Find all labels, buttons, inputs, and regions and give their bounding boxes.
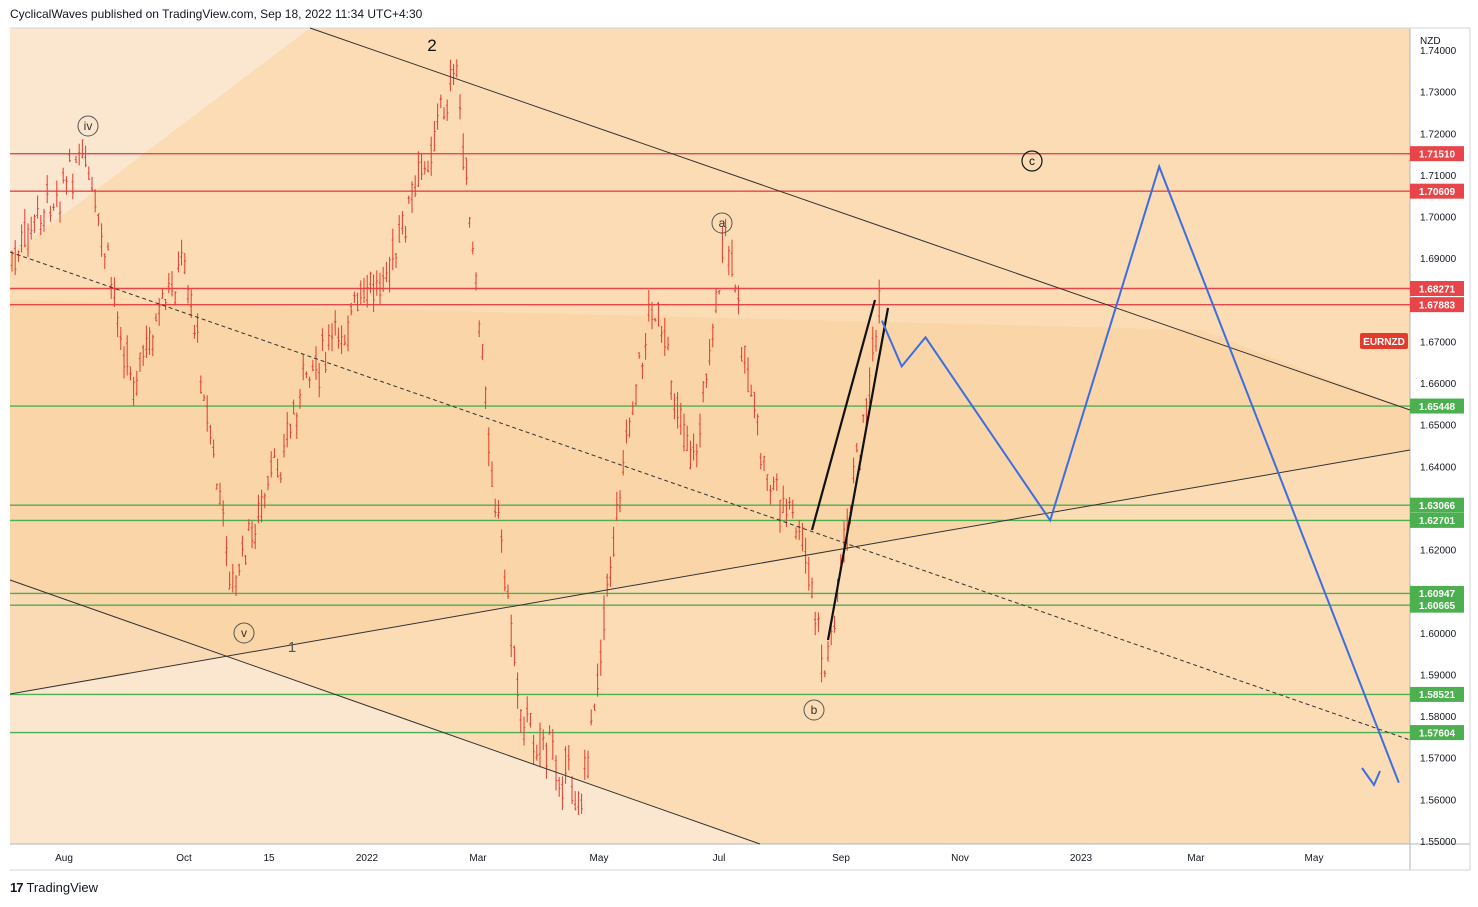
- green-level-tag-label: 1.60947: [1419, 589, 1456, 600]
- price-tick-label: 1.74000: [1420, 46, 1457, 57]
- level-price-tags: 1.71510 1.70609 1.68271 1.67883 1.65448 1.630…: [1410, 146, 1464, 741]
- red-level-tag-label: 1.71510: [1419, 149, 1456, 160]
- projection-arrowhead: [1361, 767, 1381, 788]
- wave-label-b: b: [803, 699, 825, 721]
- footer-brand[interactable]: 17 TradingView: [10, 880, 98, 895]
- price-tick-label: 1.70000: [1420, 213, 1457, 224]
- svg-text:c: c: [1029, 154, 1035, 168]
- wave-label-a: a: [711, 212, 733, 234]
- wave-label-v: v: [233, 622, 255, 644]
- time-tick-label: 15: [263, 853, 275, 864]
- time-tick-label: 2022: [356, 853, 379, 864]
- green-level-tag-label: 1.65448: [1419, 402, 1456, 413]
- svg-text:a: a: [719, 216, 726, 230]
- red-level-tag-label: 1.70609: [1419, 187, 1456, 198]
- red-level-tag: [1410, 297, 1464, 313]
- svg-text:EURNZD: EURNZD: [1363, 337, 1405, 348]
- time-tick-label: May: [590, 853, 609, 864]
- green-level-tag: [1410, 686, 1464, 702]
- green-level-tag: [1410, 585, 1464, 601]
- red-level-tag-label: 1.68271: [1419, 284, 1456, 295]
- wave-label-c: c: [1021, 150, 1043, 172]
- green-level-tag-label: 1.62701: [1419, 516, 1456, 527]
- wave-label-iv: iv: [77, 115, 99, 137]
- time-tick-label: Oct: [176, 853, 192, 864]
- time-axis-ticks: Aug Oct 15 2022 Mar May Jul Sep Nov 2023 Mar May: [55, 853, 1323, 864]
- red-level-tag: [1410, 281, 1464, 297]
- projection-path: [880, 163, 1400, 784]
- wedge-upper-line: [810, 299, 877, 531]
- dashed-trendline: [9, 251, 1411, 741]
- time-tick-label: Mar: [1187, 853, 1205, 864]
- wave-label-2: 2: [427, 36, 436, 55]
- upper-channel-trendline: [309, 27, 1411, 411]
- symbol-tag: EURNZD: [1360, 333, 1408, 349]
- price-tick-label: 1.64000: [1420, 462, 1457, 473]
- horizontal-levels: [10, 152, 1410, 734]
- channel-fill: [10, 300, 1410, 694]
- price-tick-label: 1.56000: [1420, 795, 1457, 806]
- time-tick-label: Sep: [832, 853, 850, 864]
- red-level-tag: [1410, 146, 1464, 162]
- price-tick-label: 1.57000: [1420, 754, 1457, 765]
- time-tick-label: 2023: [1070, 853, 1093, 864]
- candles: [10, 59, 881, 816]
- wave-label-1: 1: [288, 639, 296, 656]
- svg-text:v: v: [241, 626, 247, 640]
- green-level-tag: [1410, 398, 1464, 414]
- price-tick-label: 1.62000: [1420, 546, 1457, 557]
- green-level-tag-label: 1.57604: [1419, 728, 1456, 739]
- svg-text:iv: iv: [84, 119, 93, 133]
- price-tick-label: 1.69000: [1420, 254, 1457, 265]
- price-tick-label: 1.59000: [1420, 670, 1457, 681]
- price-tick-label: 1.60000: [1420, 629, 1457, 640]
- price-tick-label: 1.71000: [1420, 171, 1457, 182]
- upper-channel-background: [10, 28, 310, 255]
- price-tick-label: 1.67000: [1420, 337, 1457, 348]
- rising-trendline: [9, 449, 1411, 695]
- lower-channel-trendline: [9, 579, 761, 845]
- publisher-caption: CyclicalWaves published on TradingView.c…: [10, 7, 423, 21]
- red-level-tag-label: 1.67883: [1419, 300, 1456, 311]
- time-tick-label: Aug: [55, 853, 73, 864]
- footer-brand-label: TradingView: [26, 880, 99, 895]
- time-tick-label: May: [1305, 853, 1324, 864]
- green-level-tag-label: 1.58521: [1419, 690, 1456, 701]
- green-level-tag: [1410, 497, 1464, 513]
- time-tick-label: Mar: [469, 853, 487, 864]
- tradingview-logo-icon: 17: [10, 880, 24, 895]
- green-level-tag: [1410, 725, 1464, 741]
- price-tick-label: 1.65000: [1420, 421, 1457, 432]
- red-level-tag: [1410, 183, 1464, 199]
- green-level-tag-label: 1.60665: [1419, 601, 1456, 612]
- time-tick-label: Nov: [951, 853, 969, 864]
- green-level-tag-label: 1.63066: [1419, 501, 1456, 512]
- green-level-tag: [1410, 512, 1464, 528]
- green-level-tag: [1410, 597, 1464, 613]
- currency-label: NZD: [1420, 36, 1441, 47]
- svg-text:b: b: [811, 703, 818, 717]
- price-tick-label: 1.66000: [1420, 379, 1457, 390]
- price-axis-ticks: 1.74000 1.73000 1.72000 1.71000 1.70000 1.690…: [1420, 46, 1457, 848]
- price-tick-label: 1.55000: [1420, 837, 1457, 848]
- price-tick-label: 1.73000: [1420, 88, 1457, 99]
- price-tick-label: 1.58000: [1420, 712, 1457, 723]
- wedge-lower-line: [826, 307, 890, 641]
- time-tick-label: Jul: [713, 853, 726, 864]
- price-tick-label: 1.72000: [1420, 129, 1457, 140]
